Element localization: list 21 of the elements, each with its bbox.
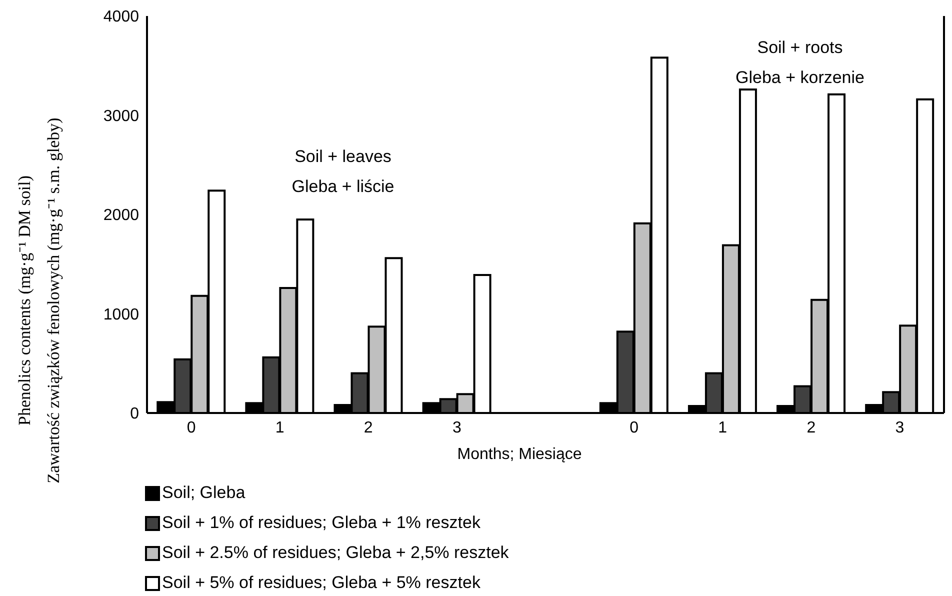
x-tick-label: 1 bbox=[275, 419, 284, 436]
annotation: Soil + leaves Gleba + liście bbox=[290, 146, 396, 198]
x-tick-label: 0 bbox=[630, 419, 639, 436]
x-axis-title: Months; Miesiące bbox=[457, 446, 582, 463]
y-tick-label: 4000 bbox=[103, 8, 140, 26]
y-axis-title: Phenolics contents (mg·g⁻¹ DM soil) Zawartość związków fenolowych (mg·g⁻¹ s.m. gleby) bbox=[15, 118, 63, 484]
x-tick-label: 2 bbox=[806, 419, 816, 436]
x-tick-label: 0 bbox=[186, 419, 196, 436]
legend-label: Soil + 5% of residues; Gleba + 5% resztek bbox=[162, 573, 480, 593]
x-tick-label: 1 bbox=[718, 419, 728, 436]
y-tick-label: 1000 bbox=[103, 306, 140, 324]
y-tick-label: 2000 bbox=[103, 207, 140, 224]
y-tick-label: 3000 bbox=[103, 108, 140, 125]
y-tick-label: 0 bbox=[130, 406, 140, 423]
x-tick-label: 2 bbox=[364, 419, 373, 436]
annotation: Soil + roots Gleba + korzenie bbox=[734, 37, 866, 89]
legend-label: Soil; Gleba bbox=[162, 483, 246, 503]
x-tick-label: 3 bbox=[452, 419, 462, 436]
x-tick-label: 3 bbox=[895, 419, 904, 436]
legend-label: Soil + 2.5% of residues; Gleba + 2,5% resztek bbox=[162, 543, 509, 563]
legend-label: Soil + 1% of residues; Gleba + 1% resztek bbox=[162, 513, 480, 533]
